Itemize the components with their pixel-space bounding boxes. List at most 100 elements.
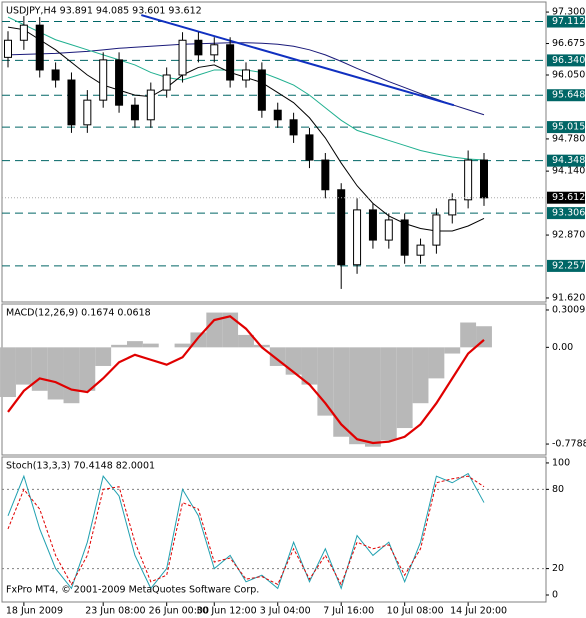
candle-body [178,39,187,76]
level-label-bg [547,89,585,102]
y-tick-label: 96.675 [552,38,585,49]
candle-body [19,24,28,41]
panel-title: Stoch(13,3,3) 70.4148 82.0001 [6,461,155,472]
level-label-bg [547,54,585,67]
y-tick-label: 0.3009 [552,304,585,315]
candle-body [194,39,203,56]
level-label: 92.257 [552,260,585,271]
x-tick-label: 3 Jul 04:00 [260,606,311,617]
x-tick-label: 10 Jul 08:00 [387,606,444,617]
candle-body [273,109,282,121]
candle-body [162,74,171,91]
y-tick-label: 94.780 [552,133,585,144]
histogram-bar [206,312,223,348]
candle-body [51,69,60,81]
y-tick-label: 94.140 [552,166,585,177]
x-tick-label: 7 Jul 16:00 [323,606,374,617]
y-tick-label: 96.050 [552,69,585,80]
candle-body [226,44,235,81]
candle-body [480,159,488,199]
candle-body [448,199,457,216]
histogram-bar [349,347,365,445]
histogram-bar [238,334,254,348]
histogram-bar [127,341,143,348]
histogram-bar [63,347,80,404]
y-tick-label: 91.620 [552,292,585,303]
stochastic-line [7,475,485,586]
histogram-bar [444,347,461,354]
level-label: 97.112 [552,16,585,27]
level-label: 96.340 [552,55,585,66]
level-label-bg [547,154,585,167]
candle-body [4,39,12,58]
candle-body [289,119,298,136]
histogram-bar [0,347,16,398]
x-tick-label: 23 Jun 08:00 [85,606,145,617]
panel-title: MACD(12,26,9) 0.1674 0.0618 [6,308,151,319]
level-label: 93.306 [552,208,585,219]
x-tick-label: 26 Jun 00:00 [149,606,209,617]
candle-body [83,99,92,126]
y-tick-label: 0.00 [552,342,573,353]
y-tick-label: 97.300 [552,7,585,18]
candle-body [146,89,155,121]
histogram-bar [111,344,127,348]
candle-body [210,44,219,56]
candle-body [257,69,266,111]
panel-title: USDJPY,H4 93.891 94.085 93.601 93.612 [6,6,202,17]
histogram-bar [365,347,381,447]
candle-body [432,214,441,246]
level-label: 95.015 [552,122,585,133]
candle-body [115,59,124,106]
trendline [141,14,455,107]
histogram-bar [412,347,429,404]
candle-body [384,219,393,241]
level-label-bg [547,259,585,272]
level-label-bg [547,15,585,28]
candle-body [321,159,330,191]
histogram-bar [428,347,445,379]
histogram-bar [95,347,112,366]
histogram-bar [15,347,32,385]
candle-body [353,209,362,266]
histogram-bar [222,312,239,348]
candle-body [242,69,250,81]
y-tick-label: 92.870 [552,230,585,241]
histogram-bar [317,347,334,416]
candle-body [400,219,409,256]
footer: FxPro MT4, © 2001-2009 MetaQuotes Softwa… [6,585,259,596]
histogram-bar [31,347,48,391]
histogram-bar [174,343,191,348]
panel-frame [1,1,547,303]
histogram-bar [460,322,477,348]
candle-body [305,134,314,161]
candle-body [416,244,425,256]
level-label-bg [547,207,585,220]
stochastic-line [7,472,485,590]
x-tick-label: 30 Jun 12:00 [196,606,256,617]
y-tick-label: 80 [552,484,564,495]
x-tick-label: 14 Jul 20:00 [450,606,507,617]
histogram-bar [301,347,318,385]
y-tick-label: 0 [552,590,558,601]
last-price-bg [547,191,585,204]
histogram-bar [79,347,96,391]
panel-frame [1,456,547,603]
y-tick-label: -0.7788 [552,439,586,450]
histogram-bar [142,343,159,348]
candle-body [99,59,108,101]
y-tick-label: 100 [552,457,570,468]
signal-line [7,315,485,445]
histogram-bar [333,347,350,437]
histogram-bar [269,347,286,366]
candle-body [337,189,346,266]
histogram-bar [380,347,397,441]
level-label: 95.648 [552,90,585,101]
level-label-bg [547,121,585,134]
candle-body [35,24,44,71]
x-tick-label: 18 Jun 2009 [6,606,63,617]
histogram-bar [47,347,64,400]
candle-body [67,79,76,126]
